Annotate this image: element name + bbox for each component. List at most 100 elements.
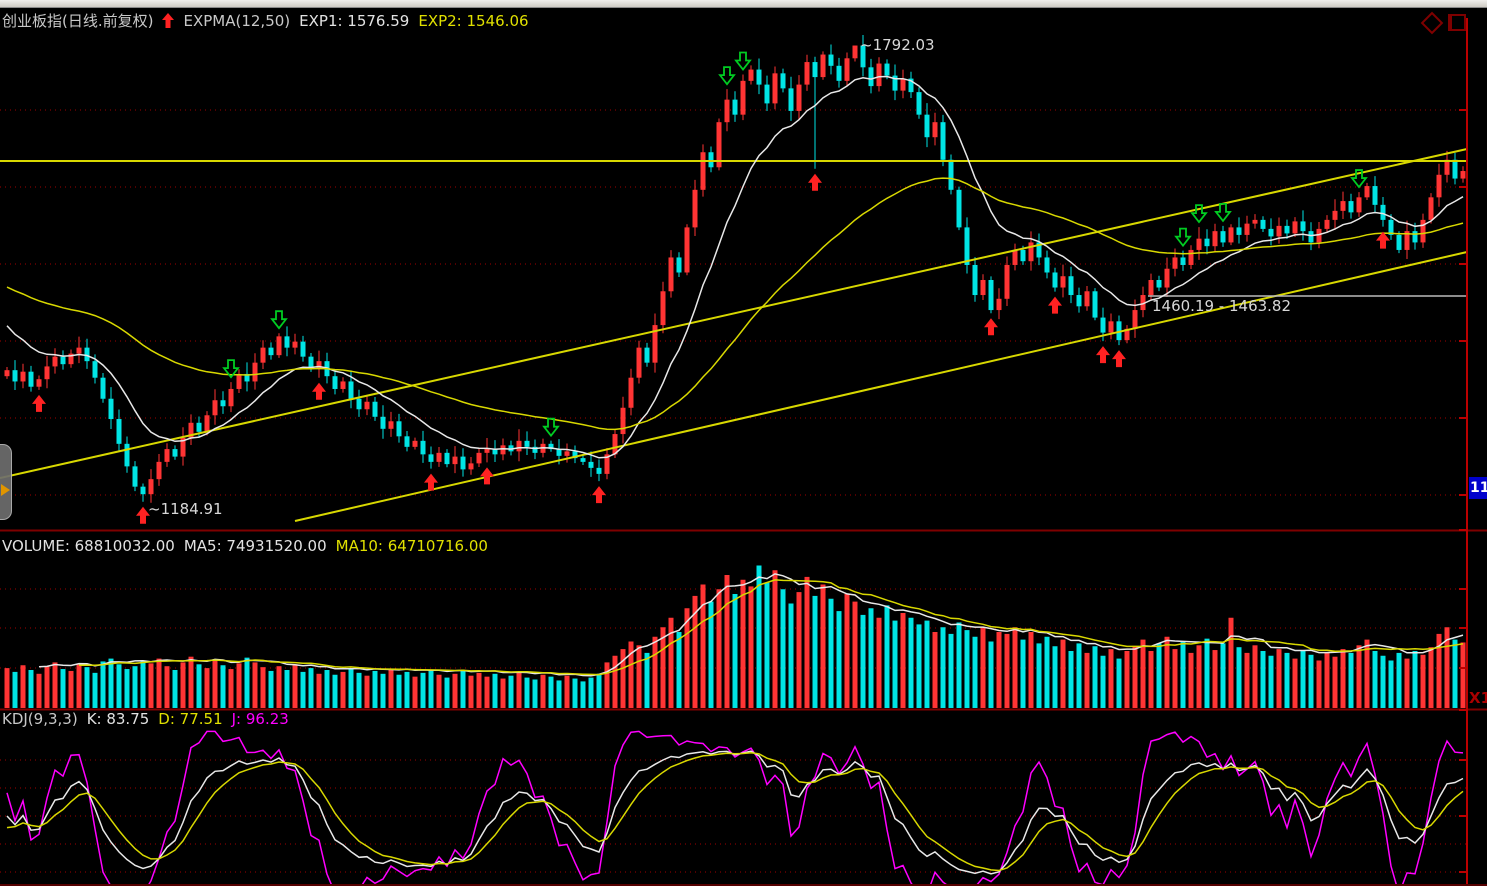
candle — [420, 440, 426, 455]
volume-bar — [636, 645, 642, 708]
restore-window-icon[interactable] — [1448, 14, 1466, 31]
volume-bar — [324, 670, 330, 708]
volume-bar — [1164, 636, 1170, 708]
volume-bar — [684, 608, 690, 708]
volume-bar — [356, 672, 362, 708]
volume-bar — [884, 605, 890, 708]
candle — [1236, 227, 1242, 235]
volume-bar — [260, 667, 266, 708]
volume-bar — [284, 670, 290, 708]
volume-bar — [156, 658, 162, 708]
candle — [436, 452, 442, 462]
candle — [1340, 201, 1346, 211]
buy-arrow-icon — [32, 394, 46, 412]
candle — [132, 466, 138, 487]
volume-bar — [500, 678, 506, 708]
candle — [28, 371, 34, 387]
volume-bar — [548, 676, 554, 708]
volume-bar — [804, 576, 810, 708]
candle — [1412, 231, 1418, 243]
kdj-j-line — [6, 730, 1464, 884]
candle — [468, 463, 474, 470]
symbol-title: 创业板指(日线.前复权) — [2, 12, 154, 30]
candle — [1428, 197, 1434, 220]
volume-bar — [1268, 655, 1274, 708]
candlestick-pane[interactable] — [4, 35, 1466, 503]
volume-bar — [300, 671, 306, 708]
candle — [1300, 221, 1306, 232]
main-chart-header: 创业板指(日线.前复权) EXPMA(12,50) EXP1: 1576.59 EXP… — [2, 10, 538, 32]
buy-arrow-icon — [592, 486, 606, 504]
volume-bar — [28, 670, 34, 708]
candle — [844, 58, 850, 81]
volume-ma10-line — [78, 579, 1464, 676]
candle — [852, 45, 858, 59]
candle — [668, 257, 674, 292]
candle — [1188, 249, 1194, 265]
candle — [1380, 204, 1386, 220]
volume-bar — [1116, 658, 1122, 708]
volume-bar — [268, 670, 274, 708]
volume-bar — [1436, 633, 1442, 708]
volume-bar — [668, 617, 674, 708]
candle — [1452, 159, 1458, 179]
volume-bar — [1420, 654, 1426, 708]
volume-bar — [508, 675, 514, 708]
volume-bar — [748, 586, 754, 708]
signal-arrows — [32, 51, 1390, 524]
candle — [1276, 225, 1282, 237]
candle — [332, 376, 338, 389]
volume-bar — [652, 636, 658, 708]
candle — [524, 440, 530, 447]
candle — [228, 388, 234, 407]
candle — [1324, 219, 1330, 229]
volume-bar — [340, 671, 346, 708]
volume-bar — [940, 627, 946, 708]
candle — [764, 84, 770, 104]
candle — [76, 347, 82, 354]
volume-bar — [964, 630, 970, 708]
sell-arrow-icon — [1214, 202, 1232, 223]
volume-bar — [1452, 639, 1458, 708]
candle — [572, 451, 578, 459]
volume-bar — [1140, 639, 1146, 708]
volume-bar — [852, 601, 858, 708]
sell-arrow-icon — [718, 66, 736, 86]
volume-bar — [956, 622, 962, 708]
candle — [124, 443, 130, 467]
candle — [380, 416, 386, 429]
volume-bar — [4, 668, 10, 708]
side-panel-arrow-icon — [1, 484, 10, 496]
candle — [756, 69, 762, 85]
candle — [1372, 186, 1378, 205]
volume-bar — [332, 674, 338, 708]
candle — [1060, 276, 1066, 288]
candle — [516, 440, 522, 452]
candle — [1084, 291, 1090, 307]
candle — [1076, 295, 1082, 307]
candle — [188, 422, 194, 438]
volume-bar — [932, 632, 938, 708]
volume-bar — [868, 608, 874, 708]
kdj-pane[interactable] — [6, 730, 1464, 886]
side-panel-handle[interactable] — [0, 444, 12, 520]
volume-bar — [236, 663, 242, 708]
volume-bar — [36, 673, 42, 708]
candle — [1244, 223, 1250, 235]
volume-bar — [572, 678, 578, 708]
kdj-header: KDJ(9,3,3) K: 83.75 D: 77.51 J: 96.23 — [2, 710, 298, 728]
candle — [1196, 238, 1202, 250]
volume-pane[interactable] — [4, 565, 1466, 709]
expma-line-EXP2 — [6, 177, 1464, 431]
pane-borders — [0, 529, 1487, 886]
volume-bar — [1308, 654, 1314, 708]
kdj-d-line — [6, 751, 1464, 872]
candle — [1348, 201, 1354, 213]
candle — [1132, 310, 1138, 329]
volume-bar — [756, 565, 762, 708]
volume-bar — [732, 594, 738, 708]
diamond-icon[interactable] — [1420, 11, 1444, 35]
volume-bar — [404, 671, 410, 708]
volume-bar — [900, 613, 906, 708]
